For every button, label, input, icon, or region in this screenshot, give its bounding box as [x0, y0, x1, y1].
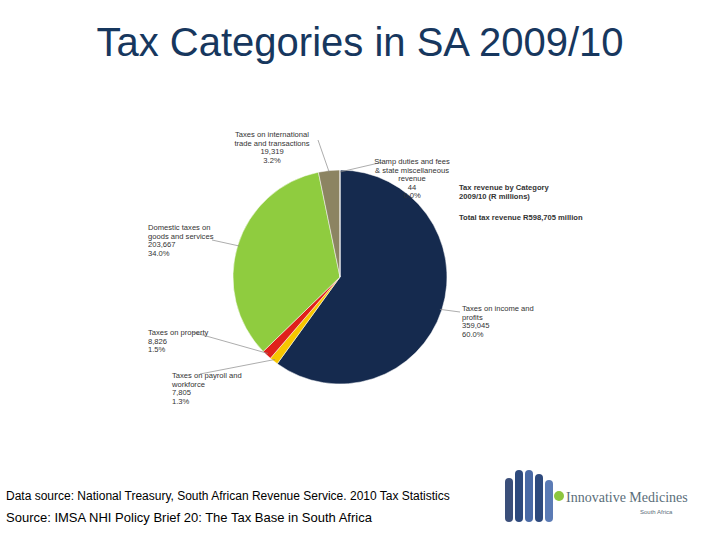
logo-subtext: South Africa [640, 509, 673, 515]
logo-dot [554, 491, 564, 501]
footnote: Data source: National Treasury, South Af… [6, 489, 450, 503]
pie [233, 170, 447, 384]
data-label: Domestic taxes ongoods and services203,6… [148, 223, 214, 258]
percent-label: 34.0% [148, 249, 170, 258]
pie-slice [339, 170, 340, 277]
annotation: Total tax revenue R598,705 million [459, 213, 583, 222]
data-label: Taxes on internationaltrade and transact… [234, 130, 309, 165]
logo-bar [525, 470, 533, 522]
logo-bar [505, 478, 513, 522]
logo [505, 470, 564, 522]
leader-line [440, 309, 460, 312]
percent-label: 1.3% [172, 397, 190, 406]
logo-bar [535, 474, 543, 522]
percent-label: 1.5% [148, 345, 166, 354]
percent-label: 0.0% [403, 191, 421, 200]
percent-label: 60.0% [462, 330, 484, 339]
pie-slice [318, 170, 340, 277]
logo-bar [545, 480, 553, 522]
data-label: Stamp duties and fees& state miscellaneo… [374, 157, 450, 200]
leader-line [318, 140, 329, 173]
subtitle: Tax revenue by Category2009/10 (R millio… [459, 183, 550, 201]
slide: Tax Categories in SA 2009/10 Taxes on inc… [0, 0, 720, 540]
title: Tax Categories in SA 2009/10 [96, 20, 623, 64]
logo-text: Innovative Medicines [566, 490, 688, 505]
subtitle-line: 2009/10 (R millions) [459, 192, 530, 201]
leader-line [212, 240, 240, 246]
footnote: Source: IMSA NHI Policy Brief 20: The Ta… [6, 510, 373, 525]
percent-label: 3.2% [263, 156, 281, 165]
data-label: Taxes on income andprofits359,04560.0% [462, 304, 534, 339]
data-label: Taxes on property8,8261.5% [148, 328, 209, 354]
logo-bar [515, 470, 523, 522]
data-label: Taxes on payroll andworkforce7,8051.3% [171, 371, 242, 406]
